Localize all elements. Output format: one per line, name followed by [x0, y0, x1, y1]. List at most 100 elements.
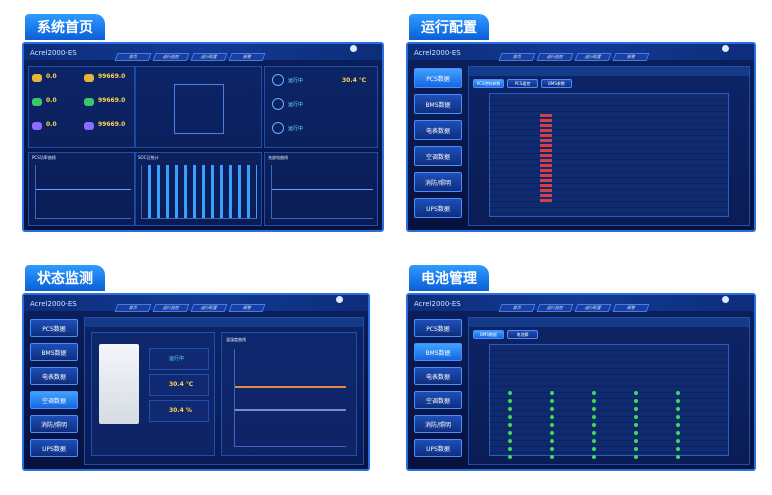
chart-title: 温湿度曲线 — [226, 337, 246, 342]
stat-value: 99669.0 — [98, 97, 126, 104]
nav-tab: 运行监控 — [152, 304, 190, 312]
sub-tab: BMS参数 — [541, 79, 572, 88]
nav-tab: 首页 — [498, 304, 536, 312]
section-bar — [469, 318, 749, 327]
widget-box — [134, 66, 262, 148]
status-dot — [508, 423, 512, 427]
chart-title: 充放电曲线 — [268, 155, 288, 160]
chart-box: 充放电曲线 — [264, 152, 378, 226]
status-dot — [634, 391, 638, 395]
status-dot — [676, 415, 680, 419]
stat-value: 99669.0 — [98, 73, 126, 80]
chart-area — [35, 165, 131, 219]
status-dot — [592, 439, 596, 443]
status-icon — [272, 98, 284, 110]
nav-tab: 运行监控 — [536, 304, 574, 312]
stat-value: 0.0 — [46, 121, 57, 128]
content-box: BMS数据 电池簇 — [468, 317, 750, 465]
status-dot — [592, 399, 596, 403]
nav-tab: 报警 — [612, 304, 650, 312]
status-dot — [676, 447, 680, 451]
nav-tab: 运行监控 — [152, 53, 190, 61]
value-cell — [540, 189, 552, 192]
status-dot — [592, 407, 596, 411]
nav-tab: 报警 — [228, 53, 266, 61]
status-dot — [508, 407, 512, 411]
stat-icon — [32, 98, 42, 106]
side-menu-item: UPS数据 — [30, 439, 78, 457]
value-cell — [540, 124, 552, 127]
value-cell — [540, 194, 552, 197]
status-dot — [508, 431, 512, 435]
status-dot — [634, 423, 638, 427]
reading-box — [149, 400, 209, 422]
side-menu-item: UPS数据 — [414, 439, 462, 457]
value-cell — [540, 169, 552, 172]
chart-area — [141, 165, 257, 219]
section-bar — [85, 318, 363, 327]
side-menu-item: 消防/照明 — [414, 172, 462, 192]
status-dot — [592, 415, 596, 419]
side-menu-item: 电表数据 — [30, 367, 78, 385]
status-dot — [634, 407, 638, 411]
status-dot — [592, 431, 596, 435]
status-dot — [550, 439, 554, 443]
side-menu-item: UPS数据 — [414, 198, 462, 218]
status-dot — [508, 447, 512, 451]
stat-value: 99669.0 — [98, 121, 126, 128]
nav-tab: 运行配置 — [190, 304, 228, 312]
status-dot — [550, 399, 554, 403]
stat-value: 0.0 — [46, 97, 57, 104]
ac-unit — [99, 344, 139, 424]
chart-title: SOC日统计 — [138, 155, 159, 160]
data-table — [489, 93, 729, 217]
app-frame: Acrel2000-ES 首页 运行监控 运行配置 报警 0.0 99669.0 0.0 996… — [22, 42, 384, 232]
side-menu-item: 电表数据 — [414, 120, 462, 140]
status-dot — [508, 399, 512, 403]
status-dot — [592, 391, 596, 395]
status-dot — [550, 431, 554, 435]
status-dot — [634, 431, 638, 435]
side-menu-item: PCS数据 — [414, 68, 462, 88]
temp-value: 30.4 ℃ — [342, 77, 367, 84]
status-icon — [272, 74, 284, 86]
sub-tab: BMS数据 — [473, 330, 504, 339]
status-dot — [508, 439, 512, 443]
panel-tab: 系统首页 — [25, 14, 105, 40]
status-dot — [550, 455, 554, 459]
header-bar — [408, 295, 754, 311]
side-menu-item: BMS数据 — [414, 343, 462, 361]
status-dot — [676, 399, 680, 403]
app-name: Acrel2000-ES — [414, 49, 461, 57]
sub-tab: PCS控制参数 — [473, 79, 504, 88]
header-bar — [408, 44, 754, 60]
side-menu-item: 消防/照明 — [414, 415, 462, 433]
value-cell — [540, 139, 552, 142]
status-dot — [550, 447, 554, 451]
value-cell — [540, 199, 552, 202]
app-name: Acrel2000-ES — [30, 300, 77, 308]
nav-tab: 报警 — [612, 53, 650, 61]
user-icon — [722, 296, 729, 303]
chart-area — [271, 165, 373, 219]
nav-tab: 首页 — [114, 304, 152, 312]
widget-box — [264, 66, 378, 148]
reading-status: 运行中 — [169, 356, 185, 362]
nav-tab: 报警 — [228, 304, 266, 312]
stat-value: 0.0 — [46, 73, 57, 80]
chart-title: PCS功率曲线 — [32, 155, 56, 160]
status-dot — [676, 431, 680, 435]
section-bar — [469, 67, 749, 76]
stat-icon — [32, 122, 42, 130]
status-dot — [634, 455, 638, 459]
status-icon — [272, 122, 284, 134]
status-dot — [508, 455, 512, 459]
status-dot — [676, 423, 680, 427]
status-dot — [634, 415, 638, 419]
chart-box: 温湿度曲线 — [221, 332, 357, 456]
side-menu-item: PCS数据 — [30, 319, 78, 337]
value-cell — [540, 154, 552, 157]
status-text: 运行中 — [288, 126, 304, 132]
reading-temp: 30.4 ℃ — [169, 381, 194, 388]
content-box: 运行中 30.4 ℃ 30.4 % 温湿度曲线 — [84, 317, 364, 465]
